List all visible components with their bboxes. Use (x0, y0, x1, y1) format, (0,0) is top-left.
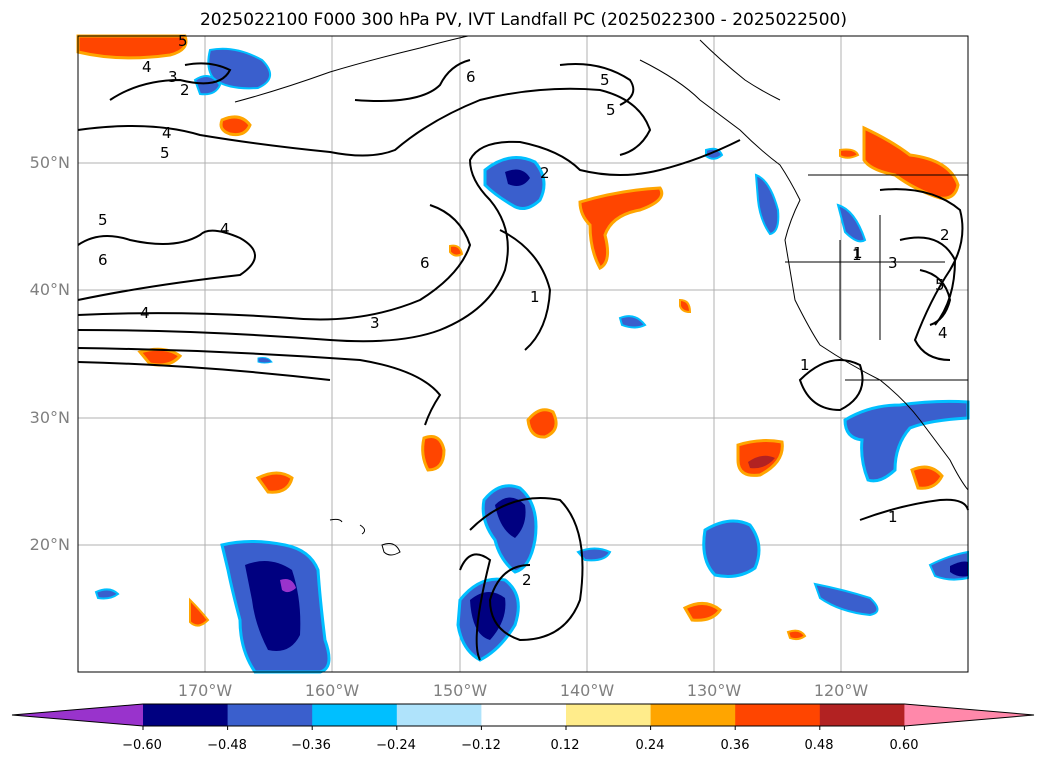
contour-label: 1 (852, 246, 862, 264)
colorbar-segment (481, 704, 567, 726)
lat-label-40: 40°N (29, 280, 70, 299)
colorbar-extend-min (12, 704, 143, 726)
colorbar-tick-label: 0.48 (804, 738, 834, 753)
lon-label-120w: 120°W (813, 681, 869, 700)
map-title: 2025022100 F000 300 hPa PV, IVT Landfall… (199, 10, 847, 30)
contour-label: 1 (853, 244, 863, 262)
colorbar-segment (396, 704, 482, 726)
colorbar-segment (227, 704, 313, 726)
lon-label-170w: 170°W (177, 681, 233, 700)
colorbar-segment (650, 704, 736, 726)
contour-label: 2 (540, 164, 550, 182)
coastlines (234, 35, 969, 556)
colorbar-outline (11, 703, 1035, 727)
lon-label-130w: 130°W (686, 681, 742, 700)
colorbar-segment (735, 704, 821, 726)
colorbar-tick-label: 0.24 (635, 738, 665, 753)
contour-label: 5 (935, 276, 945, 294)
contour-label: 5 (98, 211, 108, 229)
contour-label: 4 (162, 124, 172, 142)
colorbar-tick-label: 0.60 (889, 738, 919, 753)
contour-label: 4 (140, 304, 150, 322)
colorbar-segment (819, 704, 905, 726)
contour-label: 2 (180, 81, 190, 99)
contour-label: 1 (800, 356, 810, 374)
contour-label: 6 (98, 251, 108, 269)
lon-label-140w: 140°W (559, 681, 615, 700)
colorbar-extend-max (904, 704, 1034, 726)
contour-label: 4 (220, 220, 230, 238)
contour-label: 5 (160, 144, 170, 162)
lon-label-160w: 160°W (304, 681, 360, 700)
contour-label: 4 (142, 58, 152, 76)
colorbar-tick-label: −0.12 (461, 738, 501, 753)
colorbar-segment (312, 704, 398, 726)
pv-contour-lines (77, 59, 969, 661)
pv-filled-contours (76, 34, 970, 674)
colorbar-tick-label: −0.24 (376, 738, 416, 753)
colorbar-tick-label: −0.60 (122, 738, 162, 753)
contour-label: 6 (420, 254, 430, 272)
contour-label: 3 (370, 314, 380, 332)
lon-label-150w: 150°W (432, 681, 488, 700)
contour-label: 4 (938, 324, 948, 342)
colorbar-segment (566, 704, 652, 726)
lat-label-20: 20°N (29, 535, 70, 554)
contour-label: 5 (600, 71, 610, 89)
contour-label: 3 (168, 68, 178, 86)
colorbar-tick-label: −0.48 (207, 738, 247, 753)
colorbar-tick-label: 0.36 (720, 738, 750, 753)
contour-label: 3 (888, 254, 898, 272)
contour-label: 5 (606, 101, 616, 119)
colorbar-tick-label: 0.12 (550, 738, 580, 753)
colorbar-segment (143, 704, 229, 726)
lat-label-30: 30°N (29, 408, 70, 427)
lat-label-50: 50°N (29, 153, 70, 172)
contour-label: 2 (522, 571, 532, 589)
contour-label: 1 (530, 288, 540, 306)
contour-label: 2 (940, 226, 950, 244)
map-frame (77, 35, 969, 673)
colorbar-tick-label: −0.36 (291, 738, 331, 753)
contour-label: 6 (466, 68, 476, 86)
contour-label: 5 (178, 32, 188, 50)
contour-label: 1 (888, 508, 898, 526)
